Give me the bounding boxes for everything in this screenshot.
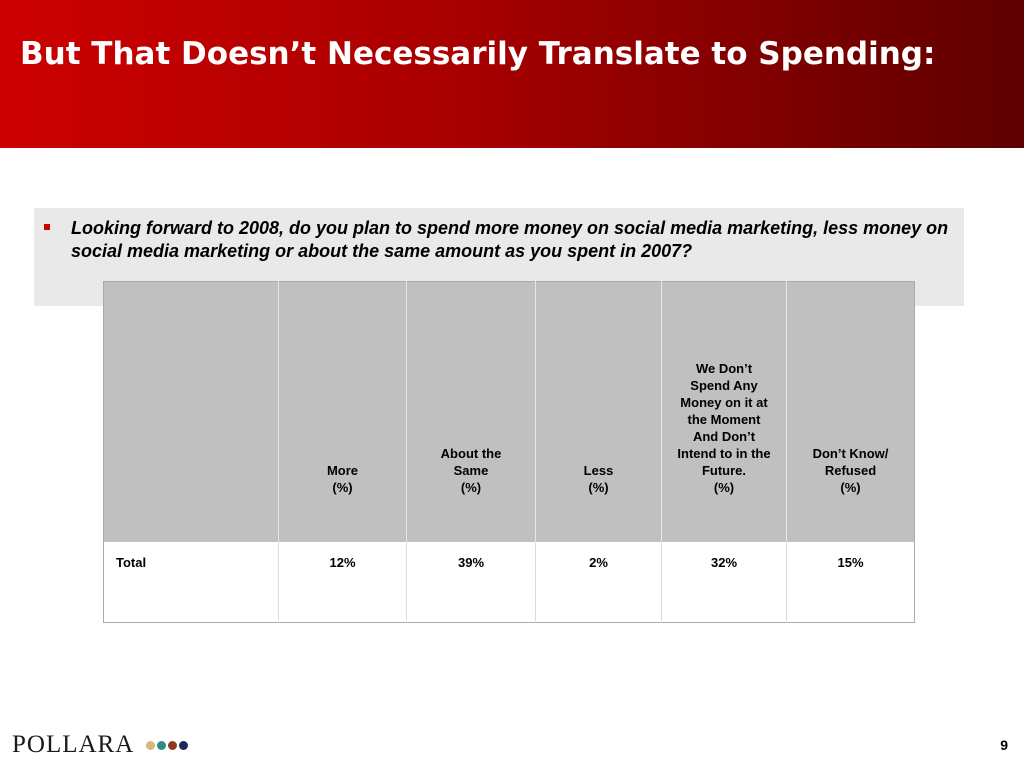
column-header-dont-know: Don’t Know/ Refused (%) [786, 281, 915, 542]
header-line: (%) [840, 479, 861, 495]
slide-title: But That Doesn’t Necessarily Translate t… [20, 36, 936, 72]
square-bullet-icon [44, 224, 50, 230]
header-line: Spend Any [690, 377, 758, 393]
cell-no-spend: 32% [661, 541, 787, 623]
header-line: (%) [713, 479, 735, 495]
cell-dont-know: 15% [786, 541, 915, 623]
logo-wordmark: POLLARA [12, 731, 135, 758]
header-line: Future. [701, 462, 747, 478]
table-header-row: More (%) About the Same (%) Less (%) We … [103, 281, 915, 542]
title-banner: But That Doesn’t Necessarily Translate t… [0, 0, 1024, 148]
column-header-more: More (%) [278, 281, 407, 542]
header-line: More [326, 462, 359, 478]
header-line: We Don’t [695, 360, 753, 376]
cell-less: 2% [535, 541, 662, 623]
header-stub-cell [103, 281, 279, 542]
column-header-less: Less (%) [535, 281, 662, 542]
cell-more: 12% [278, 541, 407, 623]
header-line: Intend to in the [677, 445, 771, 461]
header-line: the Moment [687, 411, 761, 427]
header-line: (%) [332, 479, 353, 495]
header-line: Don’t Know/ [812, 445, 889, 461]
header-line: About the [440, 445, 502, 461]
logo-dots-icon [146, 741, 206, 753]
logo-dot-icon [168, 741, 177, 750]
header-line: Less [583, 462, 614, 478]
table-row: Total 12% 39% 2% 32% 15% [103, 541, 915, 623]
header-line: (%) [588, 479, 609, 495]
logo-dot-icon [179, 741, 188, 750]
header-line: And Don’t [692, 428, 756, 444]
header-line: (%) [460, 479, 482, 495]
column-header-about-the-same: About the Same (%) [406, 281, 536, 542]
header-line: Refused [824, 462, 877, 478]
results-table: More (%) About the Same (%) Less (%) We … [103, 281, 915, 623]
cell-about-the-same: 39% [406, 541, 536, 623]
logo-dot-icon [157, 741, 166, 750]
header-line: Same [453, 462, 489, 478]
column-header-no-spend: We Don’t Spend Any Money on it at the Mo… [661, 281, 787, 542]
survey-question: Looking forward to 2008, do you plan to … [71, 218, 949, 261]
logo-dot-icon [146, 741, 155, 750]
page-number: 9 [1000, 737, 1008, 753]
header-line: Money on it at [680, 394, 768, 410]
row-label-total: Total [103, 541, 279, 623]
